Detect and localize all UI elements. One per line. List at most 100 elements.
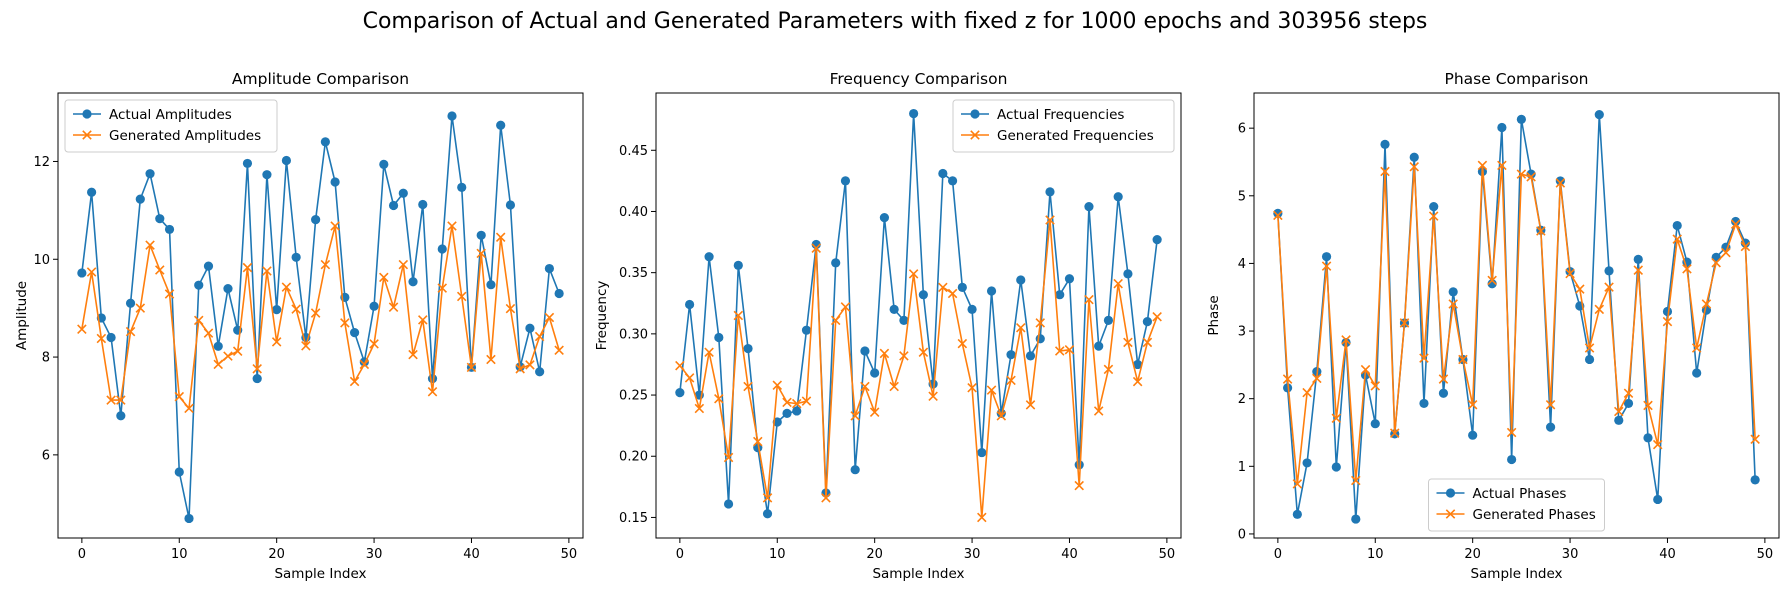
- legend-marker-x: [970, 130, 980, 140]
- data-point-circle: [330, 177, 340, 187]
- y-tick-label: 1: [1238, 460, 1246, 475]
- data-point-x: [1093, 406, 1104, 416]
- data-point-x: [1584, 343, 1595, 353]
- data-point-x: [1691, 343, 1702, 353]
- plot-area: [675, 108, 1162, 523]
- data-point-x: [1273, 210, 1283, 221]
- data-point-circle: [408, 277, 418, 287]
- panel-title: Phase Comparison: [1444, 70, 1588, 88]
- data-point-x: [723, 452, 734, 463]
- y-tick-label: 0.45: [619, 144, 648, 159]
- data-point-circle: [184, 513, 194, 524]
- legend-marker-x: [82, 130, 92, 140]
- data-point-x: [753, 436, 763, 447]
- data-point-x: [164, 289, 175, 299]
- data-point-x: [772, 380, 783, 391]
- data-point-circle: [704, 252, 714, 262]
- data-point-circle: [1604, 266, 1614, 276]
- data-point-x: [1103, 364, 1114, 375]
- data-point-circle: [1094, 341, 1104, 351]
- panel-title: Amplitude Comparison: [232, 70, 409, 88]
- frequency-panel: Frequency Comparison 0 10 20 30 40 50 0.15 0.20 0…: [594, 70, 1182, 582]
- axes-frame: [655, 92, 1182, 539]
- data-point-x: [1682, 264, 1692, 274]
- data-point-x: [1054, 346, 1065, 356]
- data-point-x: [1064, 345, 1075, 355]
- data-point-x: [869, 407, 880, 417]
- amplitude-panel: Amplitude Comparison 0 10 20 30 40 50 6 8 10 12 Sam…: [14, 70, 584, 582]
- data-point-circle: [116, 411, 126, 421]
- y-tick-label: 0.30: [619, 327, 648, 342]
- x-tick-label: 20: [268, 547, 285, 562]
- data-point-x: [271, 337, 282, 347]
- data-point-circle: [1643, 433, 1653, 443]
- data-point-circle: [1662, 306, 1673, 317]
- data-point-circle: [743, 343, 753, 354]
- data-point-x: [811, 243, 821, 253]
- x-tick-label: 10: [1367, 547, 1384, 562]
- data-point-x: [1321, 261, 1332, 271]
- legend-box: [1428, 478, 1605, 532]
- data-point-x: [1132, 376, 1143, 387]
- data-point-circle: [1545, 422, 1556, 432]
- data-point-x: [330, 221, 340, 231]
- x-tick-label: 20: [1464, 547, 1481, 562]
- data-point-circle: [850, 465, 860, 475]
- data-point-x: [456, 291, 467, 302]
- data-point-x: [821, 493, 831, 503]
- data-point-circle: [281, 155, 292, 166]
- data-point-circle: [311, 215, 321, 225]
- legend: Actual Phases Generated Phases: [1428, 478, 1605, 532]
- data-point-x: [986, 385, 997, 395]
- data-point-circle: [1370, 419, 1380, 429]
- data-point-x: [1750, 434, 1760, 445]
- data-point-circle: [242, 158, 253, 169]
- y-tick-label: 5: [1238, 189, 1246, 204]
- data-point-circle: [762, 509, 773, 519]
- data-point-circle: [106, 332, 116, 343]
- data-point-x: [1142, 337, 1153, 348]
- data-point-x: [1711, 257, 1721, 268]
- data-point-x: [1458, 354, 1468, 365]
- data-point-circle: [1273, 208, 1283, 218]
- x-tick-label: 0: [676, 547, 684, 562]
- data-point-circle: [879, 212, 890, 223]
- data-point-circle: [675, 388, 685, 398]
- data-point-x: [349, 376, 360, 387]
- data-point-x: [733, 310, 744, 321]
- data-point-x: [213, 359, 223, 370]
- data-point-x: [1428, 211, 1439, 221]
- legend-entry: Generated Phases: [1473, 507, 1596, 523]
- x-axis-label: Sample Index: [872, 566, 964, 582]
- data-point-x: [694, 403, 705, 414]
- data-point-circle: [1074, 460, 1084, 470]
- legend-box: [64, 99, 278, 153]
- data-point-x: [232, 346, 243, 356]
- data-point-circle: [899, 315, 909, 325]
- data-point-circle: [685, 299, 695, 310]
- data-point-circle: [1025, 351, 1036, 361]
- data-point-circle: [1448, 287, 1458, 297]
- data-point-x: [714, 393, 724, 404]
- data-point-circle: [1380, 139, 1390, 149]
- data-point-circle: [909, 108, 919, 119]
- data-point-x: [1370, 381, 1381, 391]
- data-point-x: [791, 398, 802, 409]
- data-point-x: [1487, 275, 1497, 286]
- series-line: [81, 225, 560, 410]
- data-point-circle: [135, 194, 145, 204]
- data-point-circle: [1292, 509, 1302, 519]
- data-point-circle: [1142, 317, 1152, 327]
- data-point-x: [1497, 160, 1507, 171]
- x-tick-label: 0: [78, 547, 86, 562]
- y-tick-label: 2: [1238, 392, 1246, 407]
- data-point-circle: [496, 120, 506, 130]
- data-point-x: [1536, 226, 1546, 236]
- x-axis-label: Sample Index: [1470, 566, 1562, 582]
- data-point-circle: [1653, 494, 1663, 505]
- data-point-circle: [1321, 252, 1332, 262]
- data-point-x: [1614, 406, 1624, 417]
- legend-marker-circle: [82, 109, 92, 119]
- data-point-circle: [535, 367, 545, 377]
- data-point-x: [174, 391, 185, 402]
